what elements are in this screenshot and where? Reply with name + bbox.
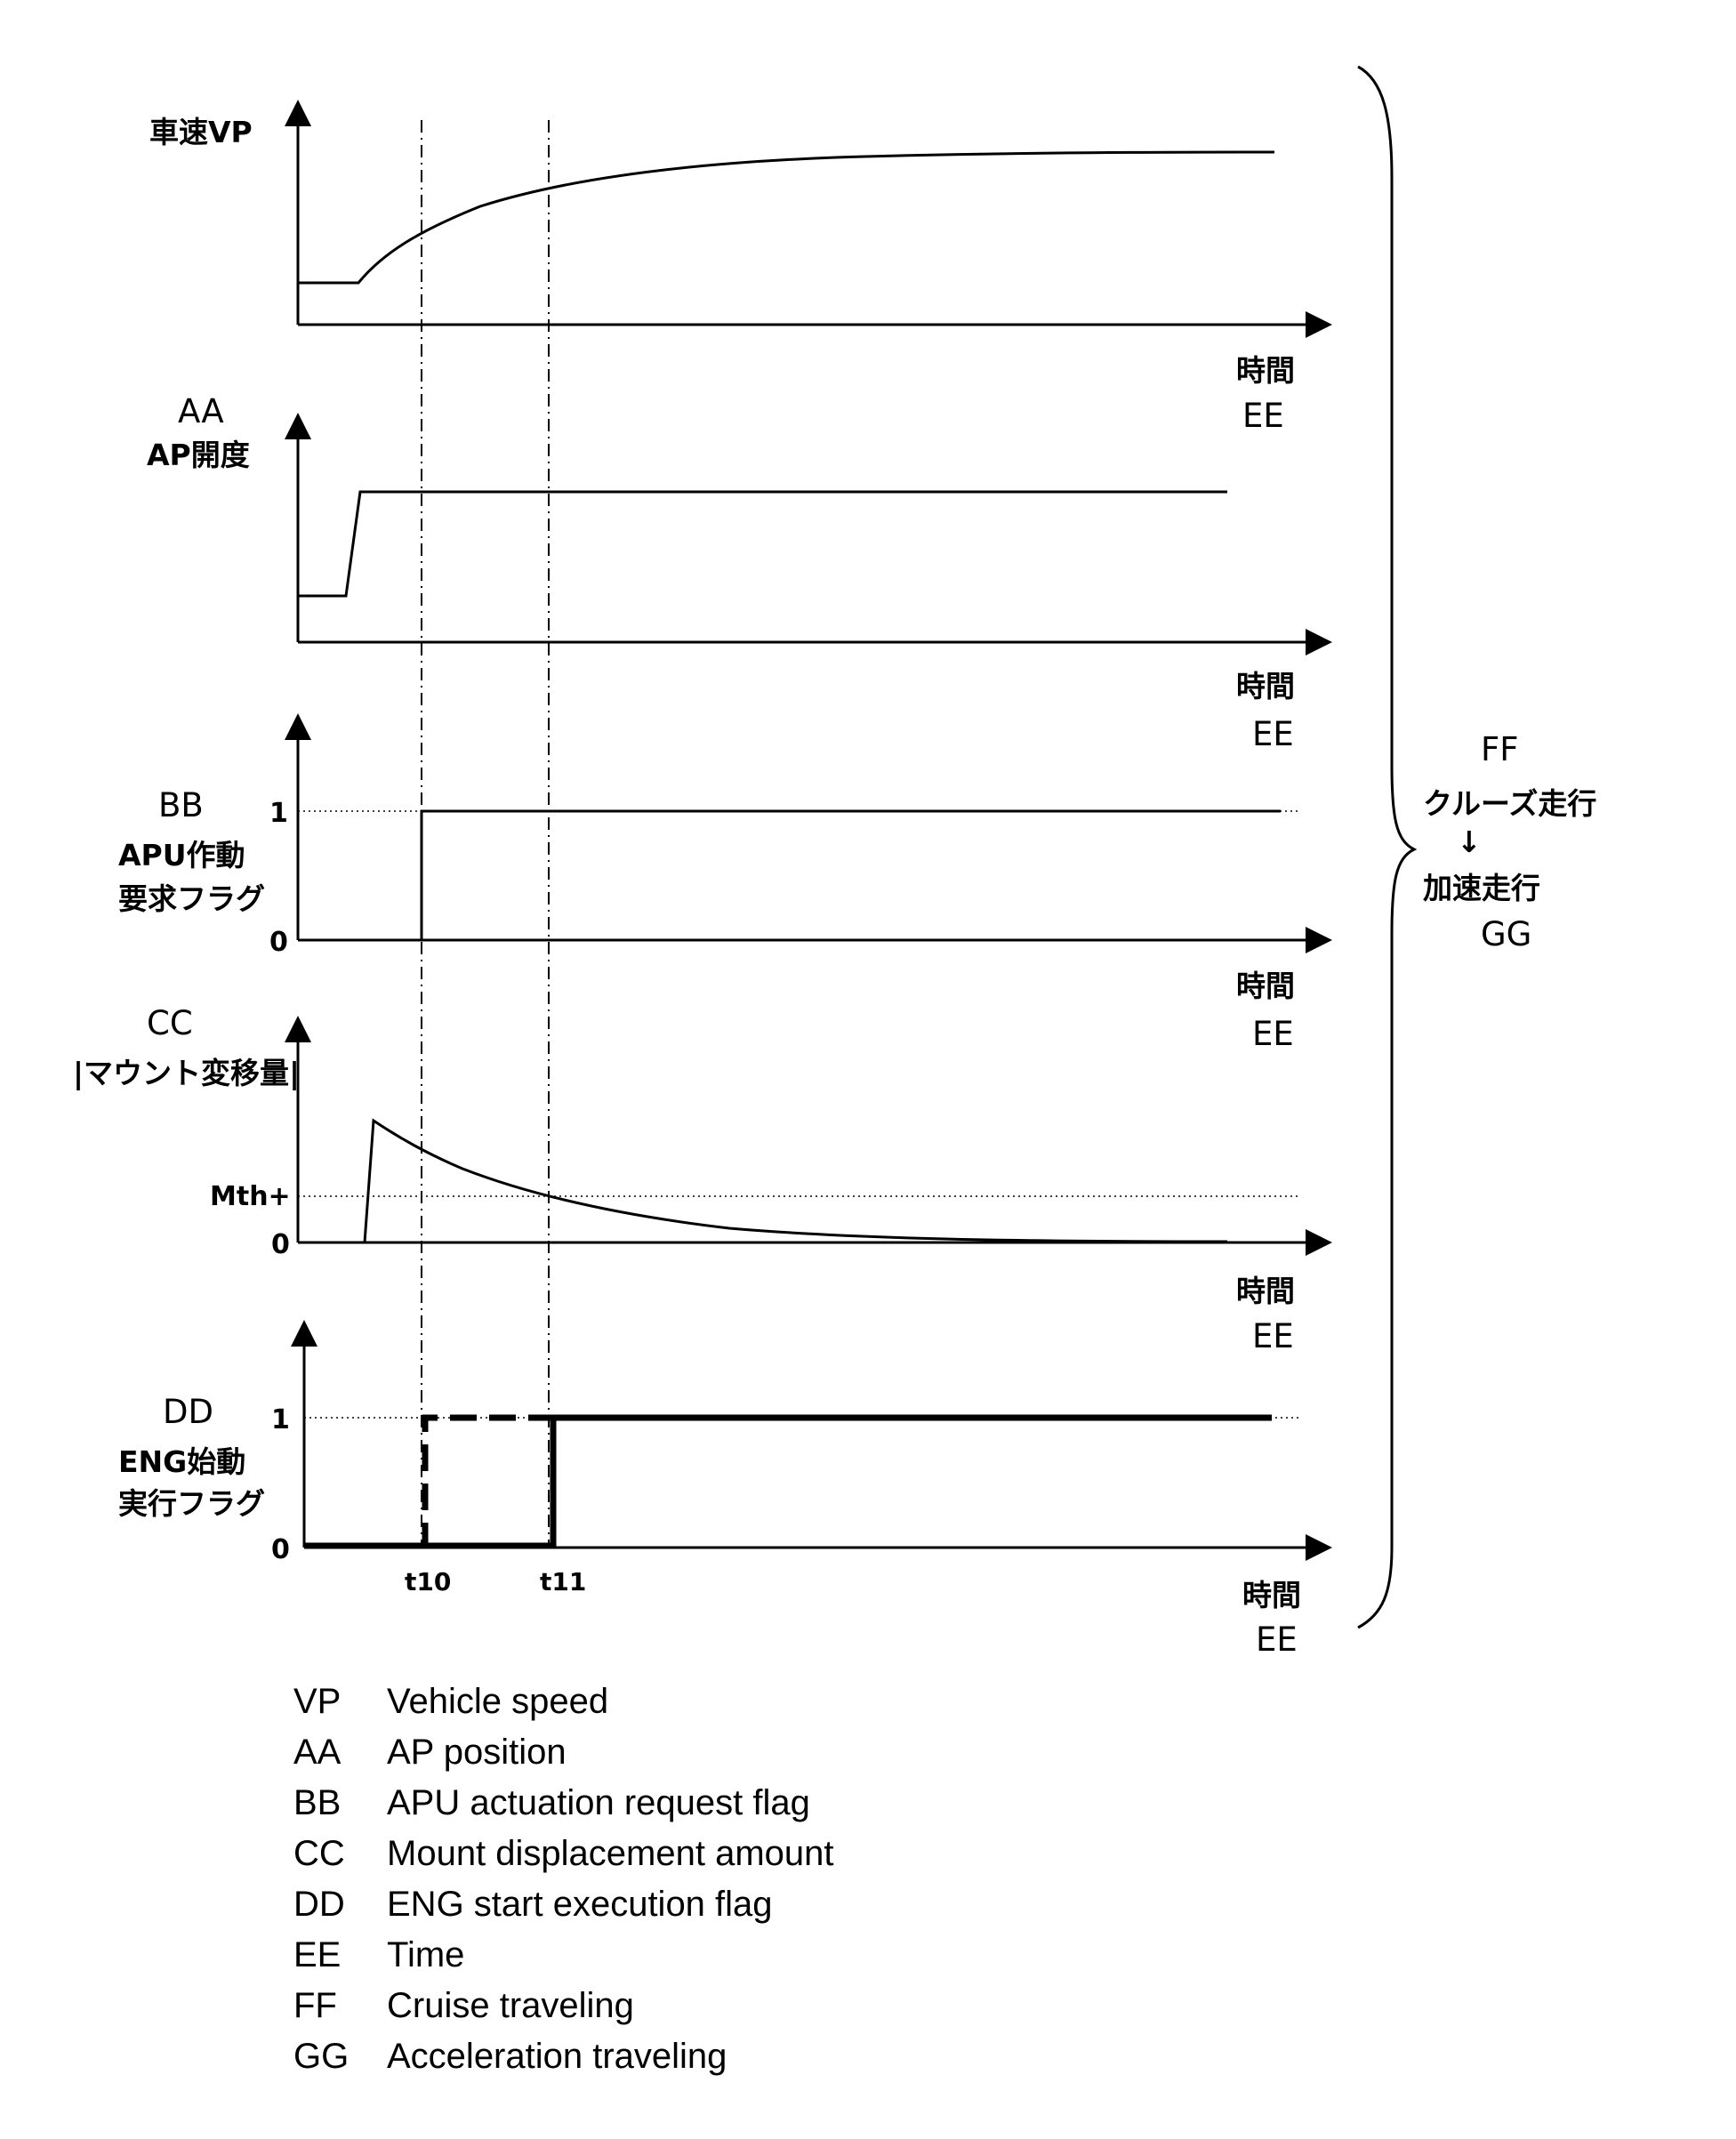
apu-time-label: 時間 <box>1236 969 1295 1003</box>
vp-time-code: EE <box>1242 397 1284 435</box>
legend: VPVehicle speed AAAP position BBAPU actu… <box>293 1677 834 2082</box>
vp-trace <box>298 152 1274 283</box>
panel-apu-flag: BB APU作動 要求フラグ 1 0 時間 EE <box>118 719 1327 1053</box>
legend-row-gg: GGAcceleration traveling <box>293 2031 834 2082</box>
panel-vehicle-speed: 車速VP 時間 EE <box>149 105 1327 435</box>
legend-code: CC <box>293 1829 387 1879</box>
legend-text: AP position <box>387 1733 567 1772</box>
legend-text: APU actuation request flag <box>387 1783 810 1822</box>
eng-label-line1: ENG始動 <box>118 1444 245 1479</box>
legend-row-dd: DDENG start execution flag <box>293 1879 834 1930</box>
vp-time-label: 時間 <box>1236 353 1295 388</box>
legend-text: Acceleration traveling <box>387 2037 727 2076</box>
legend-row-ee: EETime <box>293 1930 834 1981</box>
panel-mount-displacement: CC |マウント変移量| Mth+ 0 時間 EE <box>73 1004 1327 1355</box>
apu-tick-one: 1 <box>269 798 288 829</box>
legend-code: GG <box>293 2031 387 2082</box>
legend-text: Mount displacement amount <box>387 1834 834 1873</box>
eng-trace-dashed <box>304 1418 1272 1546</box>
apu-label-line2: 要求フラグ <box>118 881 265 916</box>
phase-code-top: FF <box>1481 730 1519 768</box>
apu-label-code: BB <box>158 786 204 824</box>
apu-trace <box>422 811 1281 940</box>
phase-code-bottom: GG <box>1481 915 1531 953</box>
eng-label-line2: 実行フラグ <box>118 1486 265 1521</box>
legend-code: EE <box>293 1930 387 1981</box>
eng-time-code: EE <box>1256 1620 1298 1659</box>
phase-arrow: ↓ <box>1457 824 1482 859</box>
legend-row-ff: FFCruise traveling <box>293 1981 834 2031</box>
ap-trace <box>298 492 1227 596</box>
t10-label: t10 <box>405 1567 451 1596</box>
ap-time-label: 時間 <box>1236 669 1295 704</box>
apu-tick-zero: 0 <box>269 927 288 958</box>
t11-label: t11 <box>540 1567 586 1596</box>
eng-label-code: DD <box>163 1393 213 1431</box>
panel-eng-flag: DD ENG始動 実行フラグ 1 0 t10 t11 時間 EE <box>118 1325 1327 1659</box>
eng-time-label: 時間 <box>1242 1578 1301 1612</box>
ap-label-code: AA <box>178 392 224 430</box>
legend-row-bb: BBAPU actuation request flag <box>293 1778 834 1829</box>
legend-text: Cruise traveling <box>387 1986 634 2025</box>
phase-label: FF クルーズ走行 ↓ 加速走行 GG <box>1423 730 1596 953</box>
mount-label-code: CC <box>147 1004 193 1042</box>
mount-tick-zero: 0 <box>271 1229 290 1260</box>
ap-time-code: EE <box>1252 715 1294 753</box>
apu-label-line1: APU作動 <box>118 838 245 872</box>
eng-tick-zero: 0 <box>271 1534 290 1565</box>
legend-text: ENG start execution flag <box>387 1885 773 1924</box>
legend-row-vp: VPVehicle speed <box>293 1677 834 1727</box>
eng-trace-solid <box>304 1418 1272 1546</box>
legend-code: VP <box>293 1677 387 1727</box>
legend-text: Vehicle speed <box>387 1682 608 1721</box>
mount-label: |マウント変移量| <box>73 1056 300 1090</box>
phase-from-label: クルーズ走行 <box>1423 786 1596 821</box>
vp-label: 車速VP <box>149 115 253 149</box>
legend-row-cc: CCMount displacement amount <box>293 1829 834 1879</box>
legend-code: BB <box>293 1778 387 1829</box>
mount-time-label: 時間 <box>1236 1274 1295 1308</box>
legend-code: FF <box>293 1981 387 2031</box>
phase-brace <box>1358 67 1414 1628</box>
apu-time-code: EE <box>1252 1015 1294 1053</box>
mount-trace <box>365 1121 1227 1242</box>
legend-text: Time <box>387 1935 464 1974</box>
legend-code: AA <box>293 1727 387 1778</box>
legend-row-aa: AAAP position <box>293 1727 834 1778</box>
legend-code: DD <box>293 1879 387 1930</box>
eng-tick-one: 1 <box>271 1404 290 1435</box>
mount-threshold-label: Mth+ <box>210 1181 291 1212</box>
ap-label: AP開度 <box>147 438 250 472</box>
mount-time-code: EE <box>1252 1317 1294 1355</box>
phase-to-label: 加速走行 <box>1423 871 1540 905</box>
panel-ap-position: AA AP開度 時間 EE <box>147 392 1327 753</box>
